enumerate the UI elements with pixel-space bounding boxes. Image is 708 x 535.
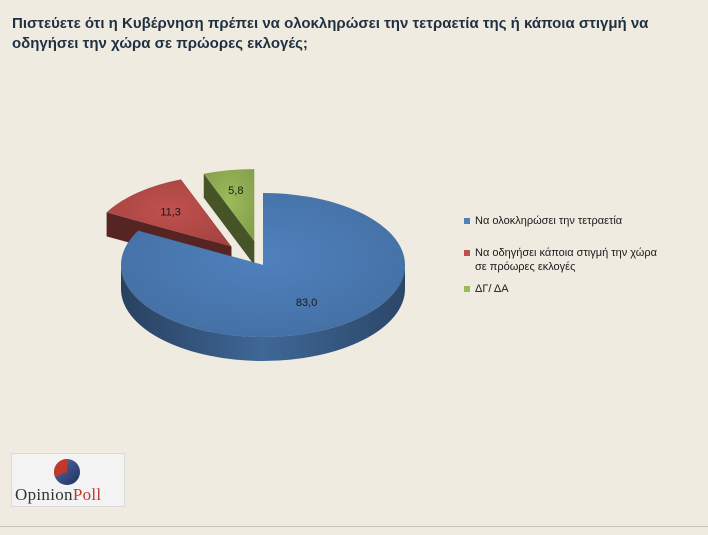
slice-complete-term-top <box>121 193 406 337</box>
legend-label-dont-know: ΔΓ/ ΔΑ <box>475 283 509 295</box>
logo-text-poll: Poll <box>72 485 102 504</box>
chart-title: Πιστεύετε ότι η Κυβέρνηση πρέπει να ολοκ… <box>12 15 649 52</box>
logo-mark-icon <box>53 459 80 485</box>
legend-item-complete-term: Να ολοκληρώσει την τετραετία <box>464 214 694 228</box>
legend-item-early-elections: Να οδηγήσει κάποια στιγμή την χώρα σε πρ… <box>464 246 694 274</box>
bottom-divider <box>0 526 708 527</box>
legend-swatch-green <box>464 286 470 292</box>
legend-label-early-elections-line2: σε πρόωρες εκλογές <box>475 261 576 273</box>
slice-complete-term <box>121 193 406 361</box>
legend-swatch-red <box>464 250 470 256</box>
legend-label-complete-term: Να ολοκληρώσει την τετραετία <box>475 215 623 227</box>
logo-text: OpinionPoll <box>15 485 101 505</box>
legend-label-early-elections-line1: Να οδηγήσει κάποια στιγμή την χώρα <box>475 247 657 259</box>
legend-label-early-elections: Να οδηγήσει κάποια στιγμή την χώρα σε πρ… <box>475 246 657 274</box>
slice-early-elections-top <box>106 179 232 247</box>
slice-dont-know-cut-face-0 <box>203 173 255 266</box>
legend-swatch-blue <box>464 218 470 224</box>
logo-text-opinion: Opinion <box>15 485 73 504</box>
data-label-early-elections: 11,3 <box>160 206 181 218</box>
slice-dont-know-top <box>203 169 255 242</box>
opinionpoll-logo: OpinionPoll <box>11 453 125 507</box>
slice-dont-know <box>203 169 255 266</box>
slice-complete-term-outer-wall <box>121 265 405 361</box>
data-label-dont-know: 5,8 <box>228 185 243 197</box>
data-label-complete-term: 83,0 <box>296 297 317 309</box>
legend-item-dont-know: ΔΓ/ ΔΑ <box>464 282 694 296</box>
legend: Να ολοκληρώσει την τετραετία Να οδηγήσει… <box>464 214 694 296</box>
